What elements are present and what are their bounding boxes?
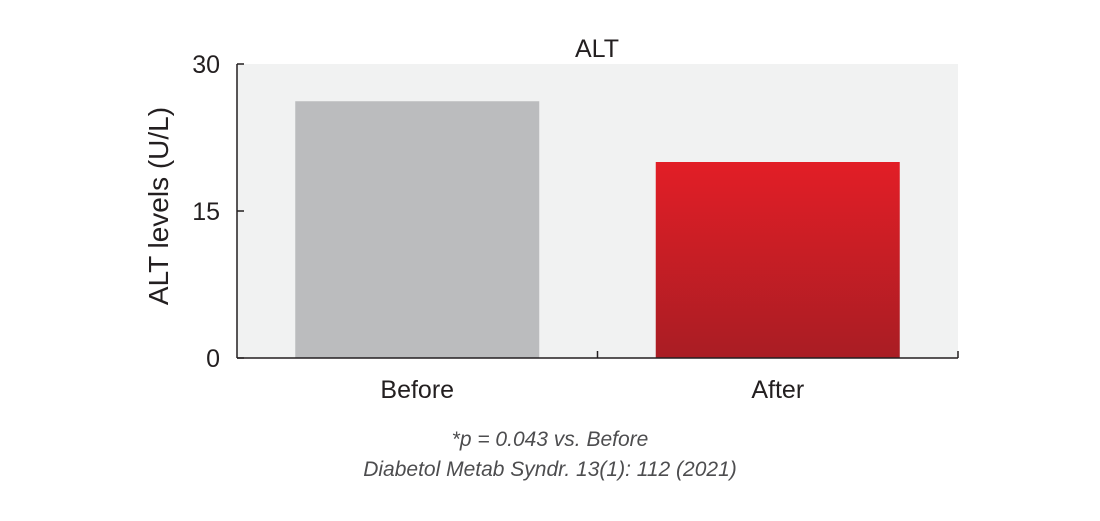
chart-title: ALT [575,35,619,63]
y-tick-label-0: 0 [206,345,220,373]
y-tick-label-15: 15 [192,198,220,226]
x-ticks-layer: Before After [380,351,959,404]
y-axis-label: ALT levels (U/L) [143,107,174,305]
x-tick-label-before: Before [380,376,454,404]
bar-after [655,162,900,358]
bar-before [295,101,540,359]
bars-layer [295,101,900,359]
footnote-citation: Diabetol Metab Syndr. 13(1): 112 (2021) [363,458,737,481]
y-tick-label-30: 30 [192,51,220,79]
y-ticks-layer: 0 15 30 [192,51,244,373]
footnote-significance: *p = 0.043 vs. Before [452,428,649,451]
x-tick-label-after: After [751,376,804,404]
